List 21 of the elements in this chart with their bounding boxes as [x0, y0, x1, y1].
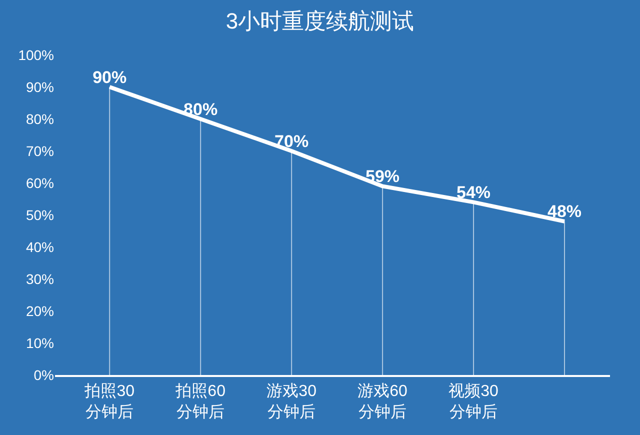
y-tick-label: 100%: [18, 46, 54, 63]
y-tick-label: 40%: [26, 238, 54, 255]
y-tick-label: 0%: [34, 366, 54, 383]
y-tick-label: 70%: [26, 142, 54, 159]
chart-title: 3小时重度续航测试: [226, 8, 414, 34]
y-tick-label: 80%: [26, 110, 54, 127]
y-tick-label: 60%: [26, 174, 54, 191]
x-tick-label: 游戏30 分钟后: [266, 382, 317, 421]
text: 48%: [547, 202, 582, 222]
x-tick-label: 拍照60 分钟后: [174, 383, 226, 421]
x-tick-label: 拍照30 分钟后: [84, 383, 135, 421]
y-tick-label: 90%: [26, 78, 54, 95]
text: 90%: [92, 68, 127, 87]
y-tick-label: 10%: [26, 334, 54, 351]
y-tick-label: 30%: [26, 270, 54, 287]
y-tick-label: 20%: [26, 302, 54, 319]
x-tick-label: 游戏60 分钟后: [358, 382, 408, 421]
x-tick-label: 视频30 分钟后: [448, 382, 499, 421]
text: 70%: [274, 132, 309, 151]
text: 54%: [456, 182, 491, 202]
y-tick-label: 50%: [26, 206, 54, 223]
